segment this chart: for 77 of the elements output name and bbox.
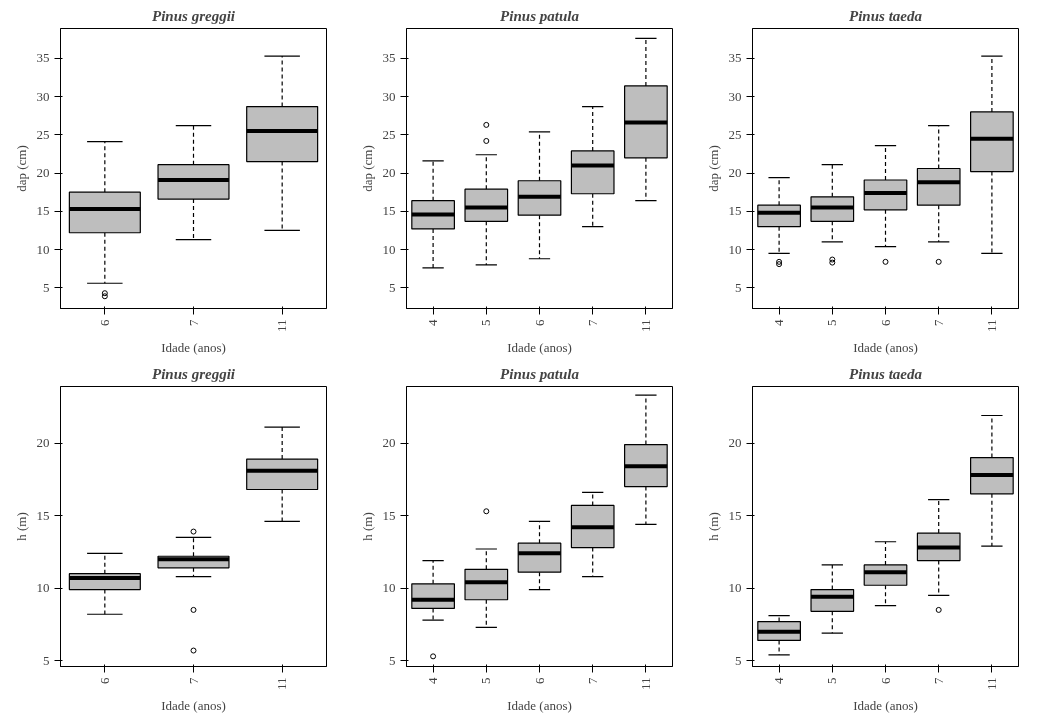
y-tick-label: 15 <box>36 507 50 523</box>
y-tick-label: 5 <box>43 652 50 668</box>
x-tick-label: 7 <box>930 319 946 326</box>
x-tick-label: 5 <box>824 677 840 684</box>
y-axis-title: dap (cm) <box>13 145 29 192</box>
y-tick-label: 15 <box>728 203 742 219</box>
y-tick-label: 5 <box>43 279 50 295</box>
y-tick-label: 15 <box>382 203 396 219</box>
chart-title: Pinus patula <box>500 7 580 24</box>
x-axis-title: Idade (anos) <box>507 340 572 356</box>
y-tick-label: 15 <box>382 507 396 523</box>
y-tick-label: 25 <box>36 126 50 142</box>
x-tick-label: 6 <box>877 677 893 684</box>
y-tick-label: 10 <box>728 580 742 596</box>
y-tick-label: 30 <box>728 88 742 104</box>
y-tick-label: 15 <box>36 203 50 219</box>
x-tick-label: 5 <box>478 677 494 684</box>
y-tick-label: 15 <box>728 507 742 523</box>
y-axis-title: h (m) <box>705 512 721 541</box>
x-tick-label: 6 <box>96 319 112 326</box>
y-tick-label: 10 <box>728 241 742 257</box>
x-tick-label: 4 <box>425 677 441 684</box>
x-tick-label: 4 <box>771 677 787 684</box>
x-tick-label: 7 <box>930 677 946 684</box>
y-tick-label: 20 <box>382 165 396 181</box>
y-tick-label: 35 <box>36 50 50 66</box>
y-tick-label: 35 <box>728 50 742 66</box>
y-tick-label: 25 <box>728 126 742 142</box>
y-tick-label: 20 <box>382 435 396 451</box>
chart-title: Pinus patula <box>500 365 580 382</box>
x-tick-label: 11 <box>274 677 290 691</box>
y-tick-label: 10 <box>36 580 50 596</box>
y-axis-title: h (m) <box>13 512 29 541</box>
x-tick-label: 11 <box>983 319 999 333</box>
x-tick-label: 5 <box>478 319 494 326</box>
y-tick-label: 10 <box>382 241 396 257</box>
x-axis-title: Idade (anos) <box>853 698 918 714</box>
x-axis-title: Idade (anos) <box>507 698 572 714</box>
y-tick-label: 5 <box>735 279 742 295</box>
x-tick-label: 4 <box>771 319 787 326</box>
chart-title: Pinus taeda <box>849 365 923 382</box>
chart-title: Pinus greggii <box>152 365 236 382</box>
x-tick-label: 7 <box>185 319 201 326</box>
y-tick-label: 20 <box>36 435 50 451</box>
x-axis-title: Idade (anos) <box>161 698 226 714</box>
y-tick-label: 5 <box>735 652 742 668</box>
x-axis-title: Idade (anos) <box>161 340 226 356</box>
chart-title: Pinus taeda <box>849 7 923 24</box>
y-tick-label: 30 <box>36 88 50 104</box>
y-axis-title: dap (cm) <box>359 145 375 192</box>
y-tick-label: 20 <box>728 165 742 181</box>
x-axis-title: Idade (anos) <box>853 340 918 356</box>
y-tick-label: 5 <box>389 279 396 295</box>
x-tick-label: 11 <box>274 319 290 333</box>
x-tick-label: 6 <box>531 319 547 326</box>
x-tick-label: 6 <box>96 677 112 684</box>
x-tick-label: 7 <box>185 677 201 684</box>
y-tick-label: 10 <box>36 241 50 257</box>
x-tick-label: 11 <box>637 319 653 333</box>
x-tick-label: 6 <box>877 319 893 326</box>
x-tick-label: 11 <box>983 677 999 691</box>
x-tick-label: 4 <box>425 319 441 326</box>
y-tick-label: 10 <box>382 580 396 596</box>
y-axis-title: h (m) <box>359 512 375 541</box>
y-tick-label: 20 <box>36 165 50 181</box>
y-axis-title: dap (cm) <box>705 145 721 192</box>
x-tick-label: 7 <box>584 677 600 684</box>
x-tick-label: 6 <box>531 677 547 684</box>
x-tick-label: 11 <box>637 677 653 691</box>
x-tick-label: 5 <box>824 319 840 326</box>
chart-title: Pinus greggii <box>152 7 236 24</box>
y-tick-label: 20 <box>728 435 742 451</box>
y-tick-label: 25 <box>382 126 396 142</box>
y-tick-label: 35 <box>382 50 396 66</box>
x-tick-label: 7 <box>584 319 600 326</box>
y-tick-label: 30 <box>382 88 396 104</box>
y-tick-label: 5 <box>389 652 396 668</box>
